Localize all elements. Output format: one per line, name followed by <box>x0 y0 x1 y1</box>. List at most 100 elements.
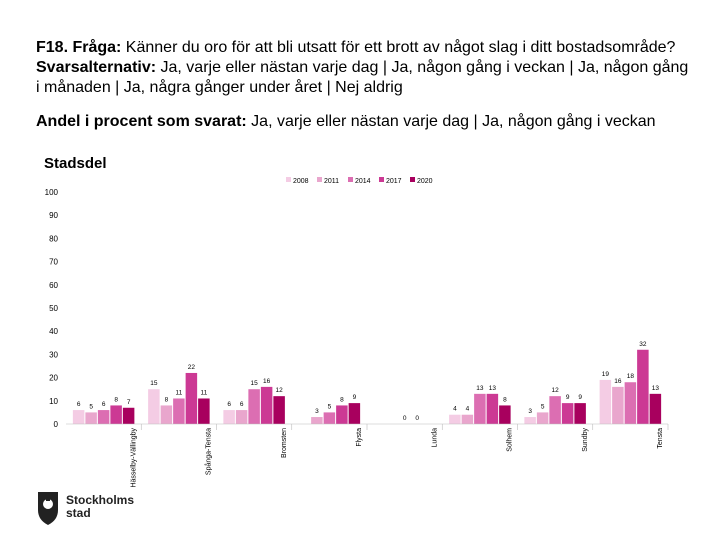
y-tick-label: 0 <box>54 420 59 429</box>
legend-swatch-2008 <box>286 177 291 182</box>
bar-2020-7 <box>649 393 662 424</box>
legend-swatch-2011 <box>317 177 322 182</box>
bar-2020-5 <box>499 405 511 424</box>
data-label: 9 <box>353 394 357 401</box>
bar-2020-1 <box>198 398 210 424</box>
data-label: 13 <box>476 385 484 392</box>
data-label: 15 <box>251 380 259 387</box>
data-label: 18 <box>627 373 635 380</box>
data-label: 22 <box>188 364 196 371</box>
data-label: 8 <box>503 396 507 403</box>
data-label: 12 <box>276 387 284 394</box>
bar-2020-2 <box>273 396 285 424</box>
subtitle-text: Ja, varje eller nästan varje dag | Ja, n… <box>246 113 656 130</box>
question-text: Känner du oro för att bli utsatt för ett… <box>121 39 676 56</box>
legend-swatch-2014 <box>348 177 353 182</box>
y-tick-label: 60 <box>49 281 58 290</box>
bar-2008-5 <box>449 414 461 424</box>
bar-2011-6 <box>536 412 549 424</box>
category-label: Spånga-Tensta <box>205 428 213 475</box>
alternatives-text: Ja, varje eller nästan varje dag | Ja, n… <box>36 59 689 96</box>
bar-2014-7 <box>624 382 637 424</box>
bar-2017-6 <box>561 403 574 424</box>
bar-2020-6 <box>574 403 586 424</box>
data-label: 6 <box>77 401 81 408</box>
subtitle-label: Andel i procent som svarat: <box>36 113 247 130</box>
bar-2011-3 <box>311 417 323 424</box>
data-label: 8 <box>114 396 118 403</box>
alternatives-label: Svarsalternativ: <box>36 59 157 76</box>
bar-2008-7 <box>599 379 612 424</box>
data-label: 12 <box>552 387 560 394</box>
data-label: 6 <box>240 401 244 408</box>
bar-2011-0 <box>85 412 97 424</box>
data-label: 11 <box>201 389 208 396</box>
data-label: 0 <box>415 415 419 422</box>
data-label: 6 <box>102 401 106 408</box>
data-label: 8 <box>340 396 344 403</box>
legend-swatch-2017 <box>379 177 384 182</box>
data-label: 9 <box>578 394 582 401</box>
data-label: 19 <box>602 371 610 378</box>
bar-2011-7 <box>612 386 624 424</box>
legend-label-2020: 2020 <box>417 178 433 185</box>
legend-swatch-2020 <box>410 177 415 182</box>
y-tick-label: 30 <box>49 350 58 359</box>
chart-subtitle: Andel i procent som svarat: Ja, varje el… <box>36 112 696 132</box>
data-label: 3 <box>315 408 319 415</box>
bar-2014-2 <box>248 389 260 424</box>
question-label: F18. Fråga: <box>36 39 122 56</box>
bar-2011-5 <box>461 414 474 424</box>
category-label: Bromsten <box>281 428 288 458</box>
question-header: F18. Fråga: Känner du oro för att bli ut… <box>36 38 696 98</box>
category-label: Hässelby-Vällingby <box>130 428 137 488</box>
bar-2017-1 <box>185 372 198 424</box>
y-tick-label: 80 <box>49 234 58 243</box>
data-label: 11 <box>176 389 183 396</box>
category-label: Tensta <box>657 428 664 449</box>
bar-2017-3 <box>336 405 348 424</box>
legend-label-2014: 2014 <box>355 178 371 185</box>
legend-label-2008: 2008 <box>293 178 309 185</box>
bar-2014-5 <box>474 393 486 424</box>
data-label: 16 <box>263 378 271 385</box>
bar-2008-2 <box>223 410 235 424</box>
bar-2014-3 <box>323 412 336 424</box>
bar-2017-2 <box>260 386 273 424</box>
bar-2008-1 <box>148 389 160 424</box>
bar-2020-0 <box>122 407 135 424</box>
bar-2020-3 <box>348 403 361 424</box>
bar-2017-0 <box>110 405 122 424</box>
bar-2017-5 <box>486 393 499 424</box>
data-label: 5 <box>328 403 332 410</box>
bar-2014-0 <box>97 410 110 424</box>
data-label: 4 <box>453 406 457 413</box>
data-label: 13 <box>652 385 660 392</box>
bar-2017-7 <box>637 349 649 424</box>
data-label: 3 <box>528 408 532 415</box>
y-tick-label: 70 <box>49 258 58 267</box>
bar-2011-2 <box>235 410 248 424</box>
category-label: Solhem <box>507 428 514 452</box>
logo-line2: stad <box>66 506 91 520</box>
logo-line1: Stockholms <box>66 493 135 507</box>
logo-text: Stockholms stad <box>66 494 134 520</box>
data-label: 6 <box>227 401 231 408</box>
legend-label-2017: 2017 <box>386 178 402 185</box>
bar-2014-6 <box>549 396 561 424</box>
y-tick-label: 40 <box>49 327 58 336</box>
x-axis-title: Stadsdel <box>44 155 107 172</box>
category-label: Lunda <box>431 428 438 448</box>
data-label: 13 <box>489 385 497 392</box>
data-label: 16 <box>614 378 622 385</box>
category-label: Sundby <box>582 428 589 452</box>
category-label: Flysta <box>356 428 363 447</box>
bar-2011-1 <box>160 405 173 424</box>
y-tick-label: 100 <box>45 188 59 197</box>
data-label: 5 <box>89 403 93 410</box>
bar-2008-6 <box>524 417 536 424</box>
data-label: 8 <box>165 396 169 403</box>
data-label: 4 <box>466 406 470 413</box>
y-tick-label: 10 <box>49 397 58 406</box>
